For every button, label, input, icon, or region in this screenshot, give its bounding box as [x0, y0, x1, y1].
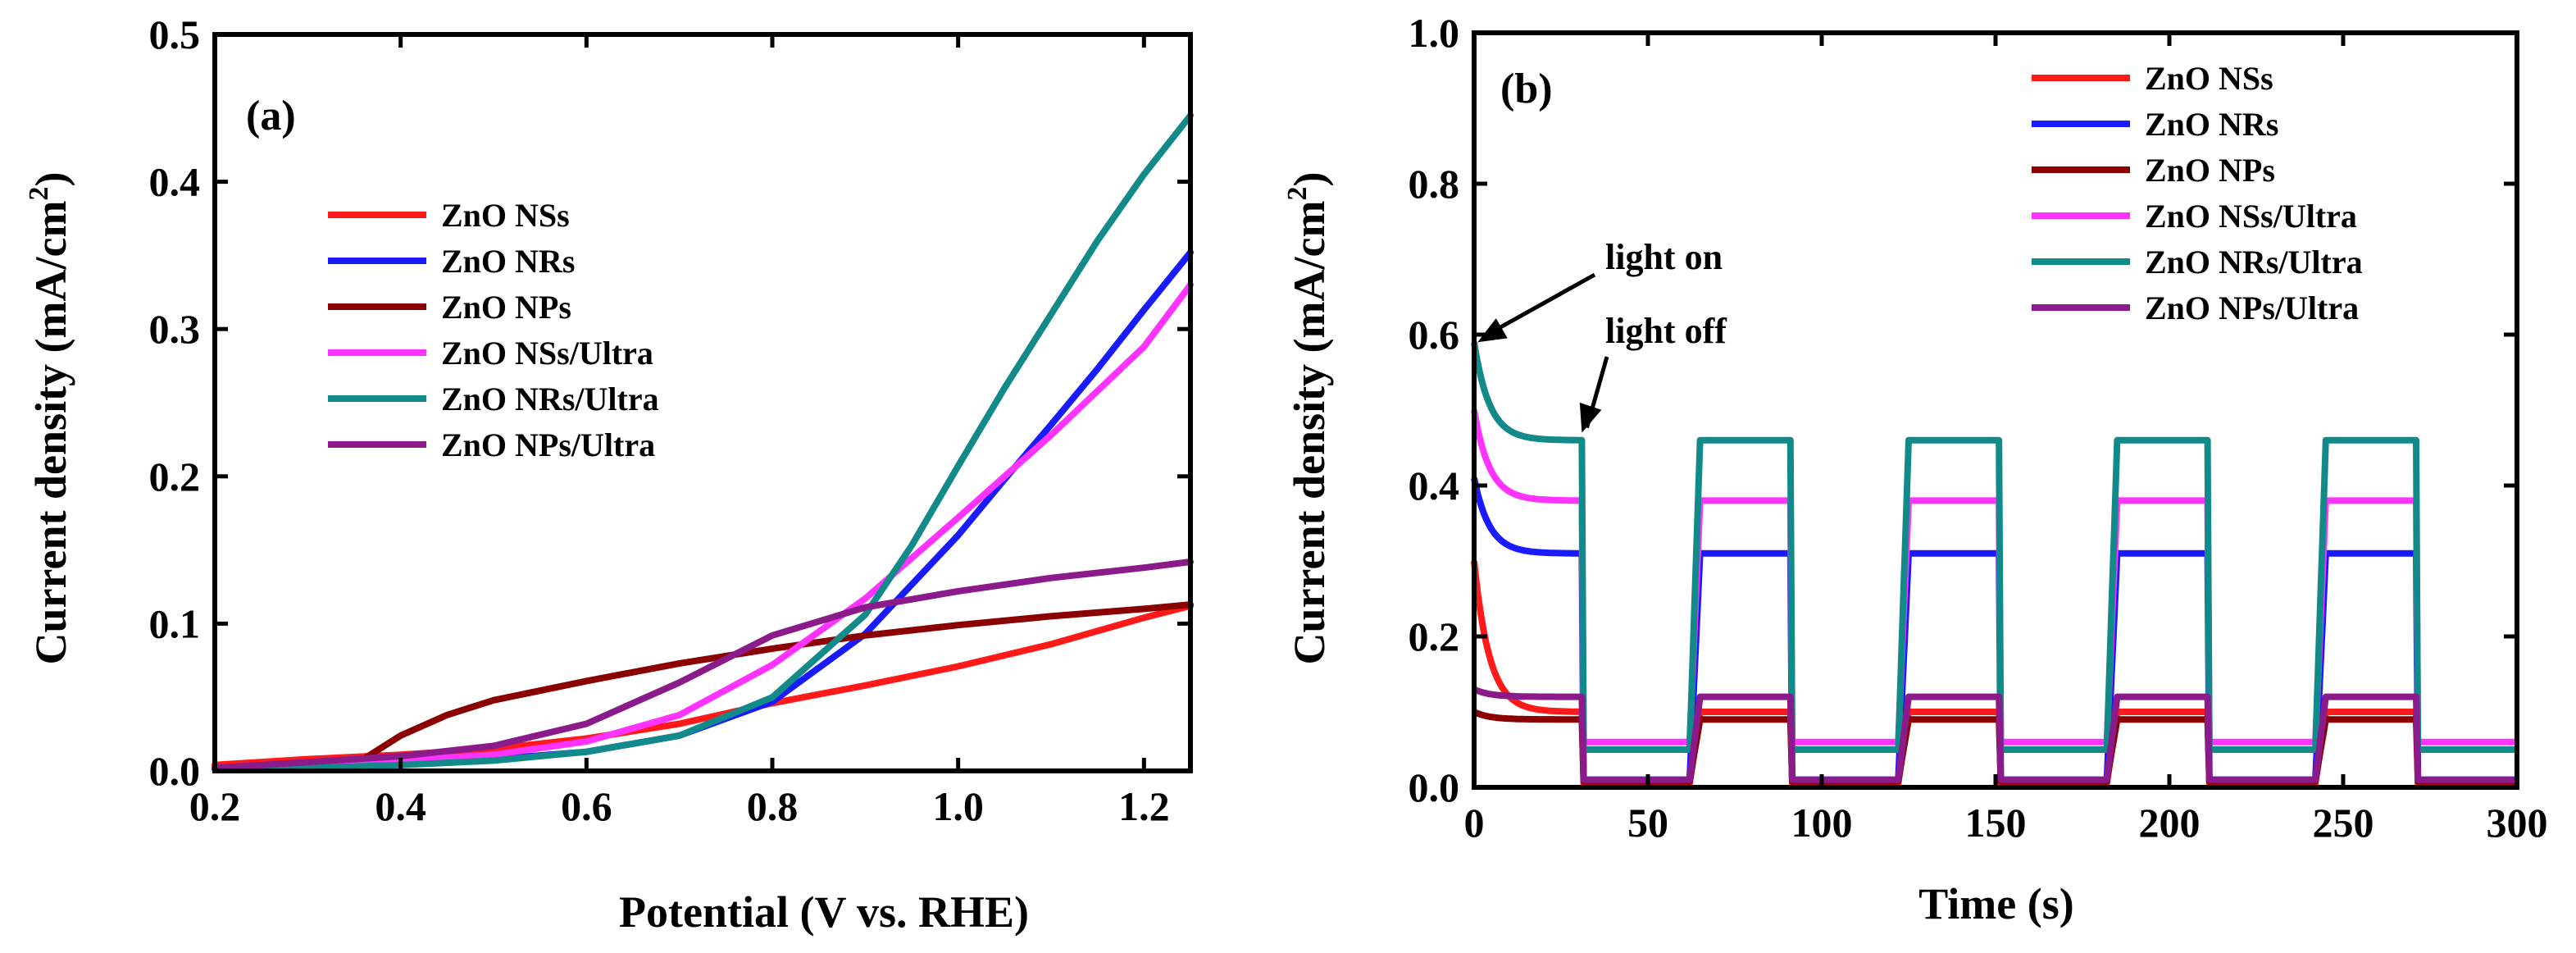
panel-b-ylabel-close: ) [1285, 172, 1334, 187]
panel-a-x-tick-label: 0.6 [561, 783, 612, 829]
panel-a-legend-label-zno-nps-ultra: ZnO NPs/Ultra [441, 426, 655, 463]
panel-b-x-axis-title: Time (s) [1918, 879, 2073, 928]
panel-a-y-tick-label: 0.1 [149, 600, 201, 646]
panel-a-x-tick-label: 1.2 [1118, 783, 1170, 829]
panel-b-series-line-zno-nrs [1471, 476, 2519, 783]
panel-b-x-tick-label: 200 [2139, 800, 2201, 846]
panel-a-axes: 0.2 0.4 0.6 0.8 1.0 1.2 0.0 0.1 0.2 0.3 0.4 0.5 [149, 11, 1193, 829]
panel-a-x-tick-label: 1.0 [932, 783, 984, 829]
panel-b-legend-label-zno-nps-ultra: ZnO NPs/Ultra [2145, 290, 2359, 326]
panel-a-series-line-zno-nps-ultra [212, 559, 1194, 772]
panel-a-series-line-zno-nss-ultra [212, 281, 1194, 772]
panel-a-series-line-zno-nps [212, 601, 1194, 772]
panel-b-legend-label-zno-nss-ultra: ZnO NSs/Ultra [2145, 198, 2357, 235]
panel-b-axes: 0 50 100 150 200 250 300 0.0 0.2 0.4 0.6 0.8 1.0 [1409, 10, 2548, 846]
panel-a-ylabel-close: ) [26, 172, 75, 187]
panel-a-legend-label-zno-nss: ZnO NSs [441, 197, 570, 234]
panel-a-series-line-zno-nrs-ultra [212, 112, 1194, 773]
panel-a-x-tick-label: 0.8 [747, 783, 799, 829]
panel-b-x-tick-label: 150 [1965, 800, 2027, 846]
panel-b-legend: ZnO NSs ZnO NRs ZnO NPs ZnO NSs/Ultra ZnO NR… [2032, 60, 2363, 326]
panel-a-y-axis-title: Current density (mA/cm2) [24, 172, 75, 665]
panel-b-series-line-zno-nrs-ultra [1471, 341, 2519, 753]
panel-b-x-tick-label: 250 [2313, 800, 2374, 846]
panel-b-ylabel-main: Current density (mA/cm [1285, 201, 1334, 665]
panel-a-ylabel-sup: 2 [24, 187, 54, 201]
panel-b-y-tick-label: 0.8 [1409, 161, 1460, 207]
panel-b-y-tick-label: 0.4 [1409, 463, 1460, 508]
panel-b-annotation-text-light-on: light on [1605, 237, 1723, 277]
panel-b-legend-label-zno-nps: ZnO NPs [2145, 152, 2275, 189]
panel-a-series-line-zno-nss [212, 602, 1194, 768]
panel-a-label: (a) [246, 93, 296, 139]
panel-a-legend: ZnO NSs ZnO NRs ZnO NPs ZnO NSs/Ultra ZnO NR… [328, 197, 659, 463]
panel-b-label: (b) [1500, 66, 1553, 112]
panel-b-y-tick-label: 0.6 [1409, 312, 1460, 358]
panel-b-annotation-arrow-light-on [1481, 272, 1596, 340]
panel-a-y-tick-label: 0.0 [149, 748, 201, 794]
panel-a-x-tick-label: 0.4 [375, 783, 426, 829]
panel-a-legend-label-zno-nrs: ZnO NRs [441, 243, 575, 280]
panel-a-y-tick-label: 0.4 [149, 159, 201, 205]
panel-b-y-axis-title: Current density (mA/cm2) [1282, 172, 1334, 665]
panel-a-y-tick-label: 0.5 [149, 11, 201, 57]
panel-a-legend-label-zno-nrs-ultra: ZnO NRs/Ultra [441, 381, 659, 417]
panel-b-plot-frame [1472, 30, 2519, 790]
panel-b-legend-label-zno-nrs: ZnO NRs [2145, 106, 2278, 143]
panel-a-plot-frame [212, 32, 1193, 773]
panel-b-legend-label-zno-nss: ZnO NSs [2145, 60, 2273, 97]
panel-b-series-group [1471, 341, 2519, 787]
panel-b-x-tick-label: 100 [1791, 800, 1853, 846]
panel-b-legend-label-zno-nrs-ultra: ZnO NRs/Ultra [2145, 244, 2363, 280]
panel-b-y-tick-label: 0.0 [1409, 764, 1460, 810]
panel-b-y-tick-label: 0.2 [1409, 613, 1460, 659]
panel-b-series-line-zno-nss-ultra [1471, 409, 2519, 746]
panel-b-x-tick-label: 50 [1627, 800, 1668, 846]
panel-a-legend-label-zno-nps: ZnO NPs [441, 289, 571, 326]
panel-a-y-tick-label: 0.2 [149, 454, 201, 499]
panel-a-x-axis-title: Potential (V vs. RHE) [619, 887, 1029, 937]
panel-b-x-tick-label: 300 [2487, 800, 2548, 846]
panel-b-annotation-text-light-off: light off [1605, 311, 1727, 351]
panel-a-legend-label-zno-nss-ultra: ZnO NSs/Ultra [441, 335, 653, 372]
panel-a-y-tick-label: 0.3 [149, 306, 201, 352]
panel-b-y-tick-label: 1.0 [1409, 10, 1460, 56]
panel-a-series-group [212, 112, 1194, 773]
panel-b-annotation-arrowhead-light-on [1477, 318, 1508, 343]
panel-b-annotation-arrowhead-light-off [1579, 402, 1602, 433]
panel-b-series-line-zno-nps-ultra [1472, 686, 2519, 783]
panel-a-x-tick-label: 0.2 [189, 783, 241, 829]
panel-b-annotations: light on light off [1477, 237, 1727, 433]
panel-b-x-tick-label: 0 [1464, 800, 1485, 846]
panel-b-ylabel-sup: 2 [1282, 187, 1313, 201]
panel-a-ylabel-main: Current density (mA/cm [26, 201, 75, 665]
